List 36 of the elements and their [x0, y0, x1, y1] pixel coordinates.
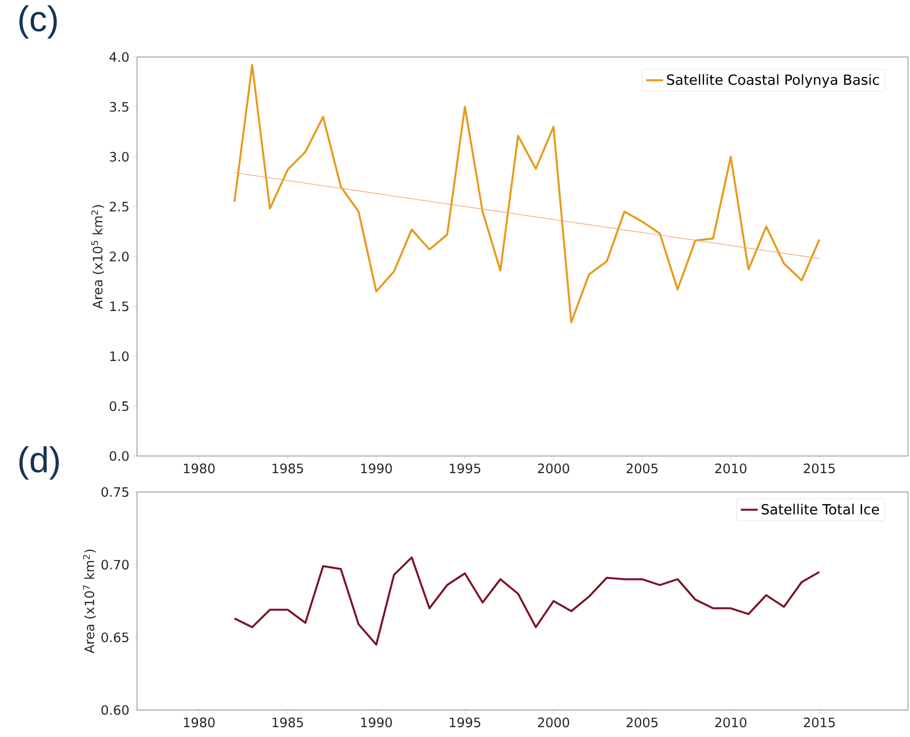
y-axis-title: Area (x10$^{7}$ km$^{2}$): [83, 550, 96, 654]
x-tick-label: 2010: [715, 464, 746, 474]
chart-title: (d): [19, 446, 59, 480]
y-tick-label: 3.5: [110, 102, 128, 112]
x-tick-label: 1980: [184, 718, 215, 728]
x-tick-label: 2010: [715, 718, 746, 728]
x-tick-label: 1985: [272, 718, 303, 728]
x-tick-label: 2005: [626, 718, 658, 728]
x-tick-label: 1995: [450, 464, 480, 474]
x-tick-label: 1990: [361, 464, 392, 474]
y-tick-label: 4.0: [110, 52, 129, 62]
legend-label: Satellite Coastal Polynya Basic: [667, 74, 879, 88]
chart-title: (c): [19, 5, 57, 39]
x-tick-label: 2005: [626, 464, 658, 474]
x-tick-label: 1990: [361, 718, 392, 728]
y-tick-label: 0.0: [110, 451, 129, 461]
line-series: [233, 556, 820, 646]
y-tick-label: 3.0: [110, 152, 129, 162]
x-tick-label: 1995: [450, 718, 480, 728]
y-tick-label: 1.5: [110, 302, 128, 312]
y-tick-label: 0.60: [102, 705, 129, 715]
y-tick-label: 2.5: [110, 202, 128, 212]
x-tick-label: 1980: [184, 464, 215, 474]
y-tick-label: 0.70: [102, 560, 129, 570]
x-tick-label: 1985: [272, 464, 303, 474]
y-tick-label: 2.0: [110, 252, 129, 262]
legend-label: Satellite Total Ice: [762, 504, 879, 515]
x-tick-label: 2015: [804, 464, 835, 474]
y-tick-label: 0.75: [102, 487, 128, 497]
y-tick-label: 0.65: [102, 632, 128, 642]
y-tick-label: 1.0: [110, 351, 129, 362]
y-tick-label: 0.5: [110, 401, 128, 412]
y-axis-title: Area (x10$^{5}$ km$^{2}$): [91, 205, 104, 309]
x-tick-label: 2015: [804, 718, 835, 728]
x-tick-label: 2000: [538, 718, 570, 728]
x-tick-label: 2000: [538, 464, 570, 474]
